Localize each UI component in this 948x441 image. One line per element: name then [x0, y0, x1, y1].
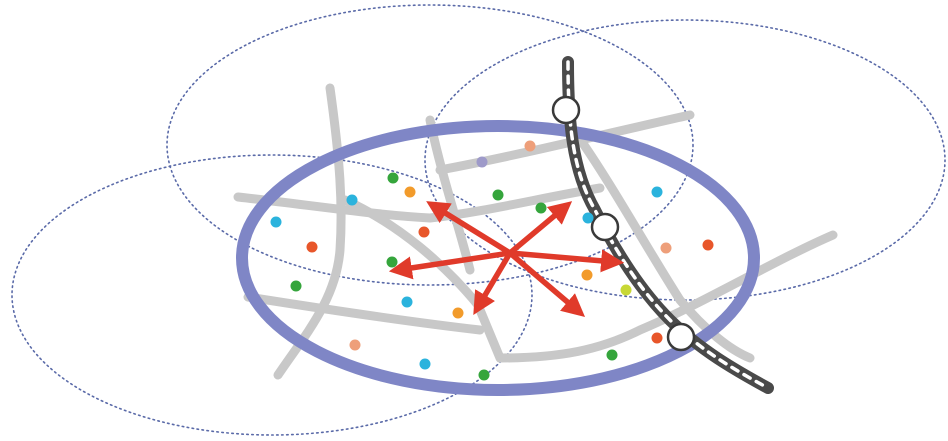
poi-dot [620, 284, 632, 296]
railway-stations [551, 95, 696, 352]
catchment-circle-top [166, 4, 694, 286]
station-marker [666, 322, 696, 352]
poi-dot [581, 269, 593, 281]
arrow-up-right [507, 201, 573, 256]
street [577, 137, 755, 363]
poi-dot [452, 307, 464, 319]
poi-dot [401, 296, 413, 308]
arrow-left [388, 250, 513, 280]
poi-dot [349, 339, 361, 351]
highlighted-catchment-ellipse [236, 120, 760, 396]
poi-dot [476, 156, 488, 168]
dotted-catchment-circles [11, 4, 946, 436]
accessibility-arrows [388, 201, 625, 317]
poi-dot [651, 332, 663, 344]
poi-dot [524, 140, 536, 152]
station-marker [590, 212, 620, 242]
arrow-right [507, 249, 625, 273]
poi-dot [386, 256, 398, 268]
poi-dot [660, 242, 672, 254]
street [425, 115, 475, 275]
poi-dot [535, 202, 547, 214]
street [233, 183, 605, 223]
poi-dot [702, 239, 714, 251]
poi-dot [346, 194, 358, 206]
street [340, 195, 838, 363]
poi-dot [582, 212, 594, 224]
poi-dot [404, 186, 416, 198]
poi-dot [306, 241, 318, 253]
poi-dot [387, 172, 399, 184]
arrow-up-left [426, 201, 513, 256]
poi-dot [492, 189, 504, 201]
poi-dot [419, 358, 431, 370]
poi-dot [478, 369, 490, 381]
poi-dot [290, 280, 302, 292]
arrow-down-right [507, 250, 586, 317]
street [435, 110, 695, 175]
arrow-down-left [473, 250, 513, 315]
poi-dot [270, 216, 282, 228]
catchment-circle-left [11, 154, 533, 436]
street [243, 292, 485, 335]
poi-dot [651, 186, 663, 198]
station-marker [551, 95, 581, 125]
poi-dot [418, 226, 430, 238]
poi-dot [606, 349, 618, 361]
